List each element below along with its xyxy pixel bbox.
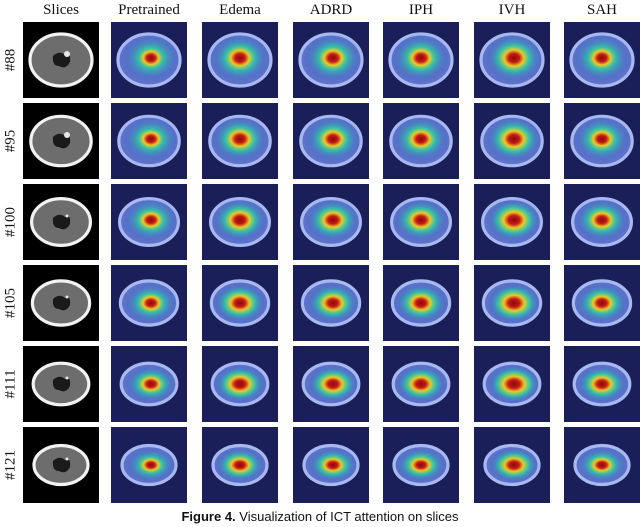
- attention-map-image: [111, 346, 187, 422]
- attention-map-image: [293, 265, 369, 341]
- attention-map-image: [111, 103, 187, 179]
- attention-map-image: [383, 22, 459, 98]
- attention-map-image: [293, 22, 369, 98]
- row-label-text: #121: [2, 450, 19, 480]
- column-header-sah: SAH: [586, 2, 617, 18]
- ct-slice-image: [23, 22, 99, 98]
- attention-map-image: [111, 22, 187, 98]
- attention-map-image: [564, 103, 640, 179]
- ct-slice-image: [23, 103, 99, 179]
- attention-map-image: [383, 346, 459, 422]
- attention-map-image: [564, 427, 640, 503]
- attention-map-image: [111, 184, 187, 260]
- attention-map-image: [383, 265, 459, 341]
- ct-slice-image: [23, 265, 99, 341]
- attention-map-image: [564, 265, 640, 341]
- row-label-text: #88: [2, 48, 19, 72]
- row-label: #121: [0, 427, 22, 503]
- row-label: #111: [0, 346, 22, 422]
- attention-map-image: [202, 265, 278, 341]
- row-label: #105: [0, 265, 22, 341]
- attention-map-image: [474, 265, 550, 341]
- ct-slice-image: [23, 427, 99, 503]
- row-label-text: #105: [2, 288, 19, 318]
- ct-slice-image: [23, 346, 99, 422]
- column-header-pretrained: Pretrained: [118, 2, 180, 18]
- attention-map-image: [564, 22, 640, 98]
- row-label-text: #111: [2, 369, 19, 399]
- attention-map-image: [293, 103, 369, 179]
- row-label-text: #100: [2, 207, 19, 237]
- column-header-adrd: ADRD: [309, 2, 353, 18]
- attention-map-image: [474, 184, 550, 260]
- column-header-edema: Edema: [219, 2, 261, 18]
- attention-map-image: [474, 427, 550, 503]
- attention-map-image: [202, 346, 278, 422]
- attention-map-image: [474, 103, 550, 179]
- attention-map-image: [383, 184, 459, 260]
- row-label: #88: [0, 22, 22, 98]
- attention-map-image: [383, 427, 459, 503]
- column-header-iph: IPH: [408, 2, 434, 18]
- row-label: #95: [0, 103, 22, 179]
- attention-map-image: [111, 265, 187, 341]
- column-header-slices: Slices: [43, 2, 79, 18]
- attention-map-image: [293, 184, 369, 260]
- attention-map-image: [202, 22, 278, 98]
- attention-map-image: [564, 346, 640, 422]
- row-label: #100: [0, 184, 22, 260]
- attention-map-image: [202, 103, 278, 179]
- attention-map-image: [293, 427, 369, 503]
- figure-caption: Figure 4. Visualization of ICT attention…: [0, 509, 640, 524]
- row-label-text: #95: [2, 129, 19, 153]
- attention-map-image: [564, 184, 640, 260]
- attention-map-image: [202, 427, 278, 503]
- attention-map-image: [202, 184, 278, 260]
- attention-map-image: [474, 22, 550, 98]
- caption-text: Visualization of ICT attention on slices: [239, 509, 459, 524]
- attention-map-image: [474, 346, 550, 422]
- caption-label: Figure 4.: [181, 509, 236, 524]
- attention-map-image: [293, 346, 369, 422]
- attention-map-image: [383, 103, 459, 179]
- attention-map-image: [111, 427, 187, 503]
- ct-slice-image: [23, 184, 99, 260]
- column-header-ivh: IVH: [498, 2, 526, 18]
